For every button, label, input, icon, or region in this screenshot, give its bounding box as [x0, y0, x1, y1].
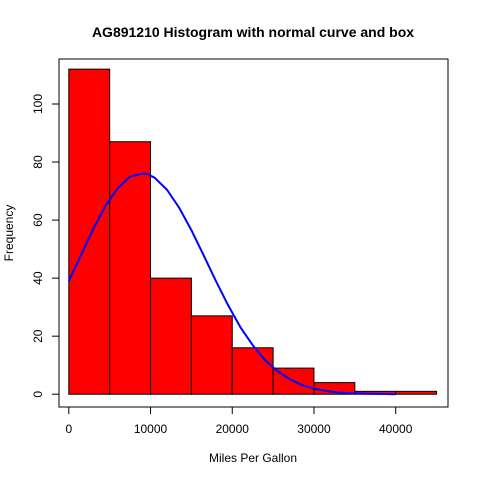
y-tick-label: 0: [31, 391, 45, 398]
x-tick-label: 40000: [379, 422, 413, 436]
y-tick-label: 80: [31, 155, 45, 169]
x-tick-label: 30000: [297, 422, 331, 436]
x-tick-label: 0: [65, 422, 72, 436]
y-axis: 0 20 40 60 80 100: [31, 94, 59, 398]
x-tick-label: 10000: [134, 422, 168, 436]
y-tick-label: 20: [31, 329, 45, 343]
y-tick-label: 60: [31, 213, 45, 227]
x-axis: 0 10000 20000 30000 40000: [65, 407, 412, 436]
chart-title: AG891210 Histogram with normal curve and…: [92, 24, 414, 40]
histogram-bar-9: [396, 391, 437, 394]
y-tick-label: 100: [31, 94, 45, 114]
histogram-bar-3: [151, 278, 192, 394]
histogram-bar-4: [191, 316, 232, 394]
y-axis-label: Frequency: [2, 205, 16, 262]
x-axis-label: Miles Per Gallon: [209, 451, 297, 465]
histogram-bar-5: [232, 348, 273, 394]
y-tick-label: 40: [31, 271, 45, 285]
histogram-bar-2: [110, 142, 151, 395]
histogram-bar-1: [69, 69, 110, 394]
x-tick-label: 20000: [216, 422, 250, 436]
